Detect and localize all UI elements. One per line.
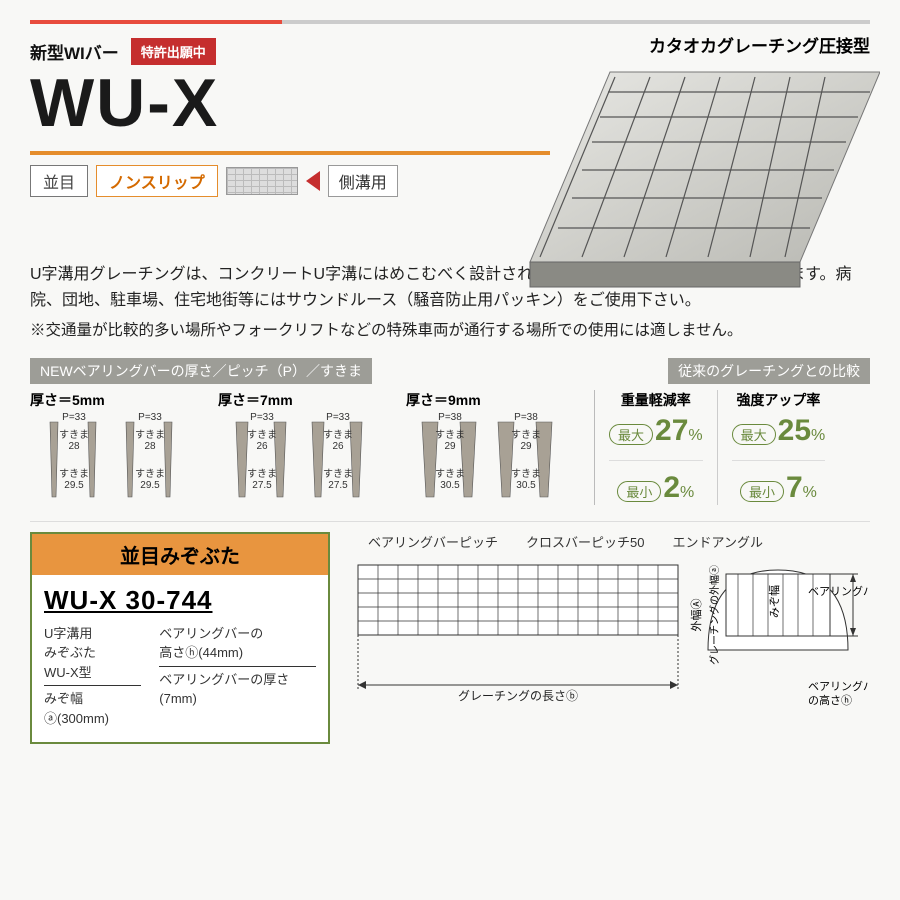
accent-bar	[30, 151, 550, 155]
svg-text:すきま: すきま	[135, 429, 165, 441]
thickness-label: 厚さ＝9mm	[406, 390, 576, 410]
tech-label-end: エンドアングル	[672, 532, 762, 551]
compare-max-val: 25	[778, 414, 811, 448]
svg-text:29.5: 29.5	[140, 480, 160, 491]
dim-length: グレーチングの長さⓑ	[458, 689, 578, 703]
tag-use: 側溝用	[328, 165, 398, 197]
model-code: WU-X 30-744	[44, 585, 316, 616]
model-annot: みぞぶた	[44, 643, 141, 663]
svg-text:27.5: 27.5	[252, 480, 272, 491]
svg-text:28: 28	[144, 441, 156, 452]
svg-text:29: 29	[520, 441, 532, 452]
compare-head: 重量軽減率	[609, 390, 703, 410]
patent-badge: 特許出願中	[131, 38, 216, 65]
svg-text:30.5: 30.5	[440, 480, 460, 491]
compare-section-label: 従来のグレーチングとの比較	[668, 358, 870, 384]
svg-text:ベアリングバー: ベアリングバー	[808, 679, 868, 693]
thickness-label: 厚さ＝5mm	[30, 390, 200, 410]
svg-text:P=33: P=33	[326, 412, 350, 423]
svg-text:P=33: P=33	[250, 412, 274, 423]
model-box: 並目みぞぶた WU-X 30-744 U字溝用 みぞぶた WU-X型 みぞ幅ⓐ(…	[30, 532, 330, 745]
thickness-label: 厚さ＝7mm	[218, 390, 388, 410]
compare-max-label: 最大	[609, 424, 653, 445]
tech-label-cross: クロスバーピッチ50	[526, 532, 644, 551]
svg-text:29.5: 29.5	[64, 480, 84, 491]
compare-head: 強度アップ率	[732, 390, 826, 410]
subtitle: 新型WIバー	[30, 39, 119, 64]
spec-section-label: NEWベアリングバーの厚さ／ピッチ（P）／すきま	[30, 358, 372, 384]
svg-text:の高さⓗ: の高さⓗ	[808, 693, 852, 707]
svg-text:26: 26	[256, 441, 268, 452]
model-annot: みぞ幅ⓐ(300mm)	[44, 685, 141, 728]
product-name: WU-X	[30, 69, 550, 137]
svg-text:P=38: P=38	[514, 412, 538, 423]
spec-col-9mm: 厚さ＝9mm P=38P=38 すきま29 すきま29 すきま30.5 すきま3…	[406, 390, 576, 509]
svg-text:27.5: 27.5	[328, 480, 348, 491]
svg-text:P=33: P=33	[138, 412, 162, 423]
svg-text:外幅Ⓐ: 外幅Ⓐ	[690, 598, 703, 631]
compare-max-label: 最大	[732, 424, 776, 445]
model-annot: 高さⓗ(44mm)	[159, 643, 316, 663]
note-text: ※交通量が比較的多い場所やフォークリフトなどの特殊車両が通行する場所での使用には…	[30, 319, 870, 344]
svg-text:すきま: すきま	[135, 468, 165, 480]
svg-text:ベアリングバー: ベアリングバー	[808, 584, 868, 598]
hero-product-image	[500, 62, 880, 292]
svg-text:26: 26	[332, 441, 344, 452]
model-annot: ベアリングバーの厚さ(7mm)	[159, 666, 316, 709]
mini-grating-icon	[226, 167, 298, 195]
svg-text:すきま: すきま	[435, 429, 465, 441]
spec-col-5mm: 厚さ＝5mm P=33P=33 すきま28 すきま28 すきま29.5 すきま2…	[30, 390, 200, 509]
svg-text:P=33: P=33	[62, 412, 86, 423]
svg-text:28: 28	[68, 441, 80, 452]
svg-text:すきま: すきま	[323, 429, 353, 441]
svg-text:グレーチングの外幅ⓐ: グレーチングの外幅ⓐ	[708, 565, 721, 665]
bar-diagram-5mm: P=33P=33 すきま28 すきま28 すきま29.5 すきま29.5	[30, 412, 200, 504]
compare-max-val: 27	[655, 414, 688, 448]
technical-drawing: ベアリングバーピッチ クロスバーピッチ50 エンドアングル	[348, 532, 870, 735]
tech-label-pitch: ベアリングバーピッチ	[368, 532, 498, 551]
svg-text:29: 29	[444, 441, 456, 452]
compare-min-label: 最小	[740, 481, 784, 502]
model-annot: WU-X型	[44, 663, 141, 683]
svg-text:みぞ幅: みぞ幅	[768, 585, 781, 618]
bar-diagram-9mm: P=38P=38 すきま29 すきま29 すきま30.5 すきま30.5	[406, 412, 576, 504]
tag-plain: 並目	[30, 165, 88, 197]
svg-text:すきま: すきま	[59, 468, 89, 480]
svg-text:P=38: P=38	[438, 412, 462, 423]
brand-label: カタオカグレーチング圧接型	[649, 32, 870, 57]
svg-text:すきま: すきま	[511, 429, 541, 441]
model-annot: ベアリングバーの	[159, 624, 316, 644]
tag-nonslip: ノンスリップ	[96, 165, 218, 197]
svg-text:すきま: すきま	[511, 468, 541, 480]
bar-diagram-7mm: P=33P=33 すきま26 すきま26 すきま27.5 すきま27.5	[218, 412, 388, 504]
svg-text:30.5: 30.5	[516, 480, 536, 491]
comparison-block: 重量軽減率 最大27% 最小2% 強度アップ率 最大25% 最小7%	[594, 390, 825, 505]
svg-text:すきま: すきま	[247, 468, 277, 480]
arrow-left-icon	[306, 171, 320, 191]
model-head: 並目みぞぶた	[32, 534, 328, 575]
svg-text:すきま: すきま	[59, 429, 89, 441]
compare-min-val: 7	[786, 471, 803, 505]
model-annot: U字溝用	[44, 624, 141, 644]
svg-text:すきま: すきま	[247, 429, 277, 441]
spec-col-7mm: 厚さ＝7mm P=33P=33 すきま26 すきま26 すきま27.5 すきま2…	[218, 390, 388, 509]
svg-text:すきま: すきま	[435, 468, 465, 480]
compare-min-val: 2	[663, 471, 680, 505]
svg-text:すきま: すきま	[323, 468, 353, 480]
compare-min-label: 最小	[617, 481, 661, 502]
